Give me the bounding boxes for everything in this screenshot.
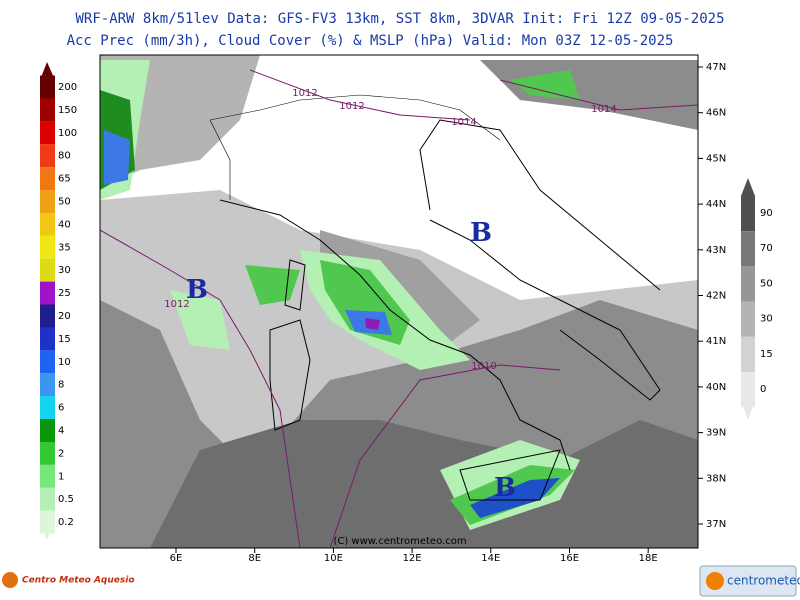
header-line: Acc Prec (mm/3h), Cloud Cover (%) & MSLP… bbox=[67, 33, 674, 49]
colorbar-swatch bbox=[40, 167, 55, 191]
colorbar-label: 50 bbox=[760, 278, 773, 289]
lat-label: 47N bbox=[706, 62, 726, 73]
colorbar-cap bbox=[741, 178, 755, 196]
isobar-label: 1014 bbox=[591, 104, 616, 115]
colorbar-swatch bbox=[40, 441, 55, 465]
lat-label: 40N bbox=[706, 382, 726, 393]
lon-label: 14E bbox=[481, 553, 500, 564]
lat-label: 45N bbox=[706, 153, 726, 164]
colorbar-swatch bbox=[741, 196, 755, 232]
low-pressure-marker: B bbox=[186, 275, 208, 305]
colorbar-label: 35 bbox=[58, 242, 71, 253]
colorbar-label: 30 bbox=[760, 314, 773, 325]
colorbar-swatch bbox=[40, 419, 55, 442]
colorbar-label: 30 bbox=[58, 265, 71, 276]
colorbar-label: 8 bbox=[58, 380, 64, 391]
colorbar-label: 4 bbox=[58, 426, 64, 437]
colorbar-label: 0 bbox=[760, 384, 766, 395]
colorbar-label: 50 bbox=[58, 197, 71, 208]
colorbar-label: 10 bbox=[58, 357, 71, 368]
lat-label: 43N bbox=[706, 245, 726, 256]
isobar-label: 1012 bbox=[292, 88, 317, 99]
isobar-label: 1010 bbox=[471, 361, 496, 372]
isobar-label: 1014 bbox=[451, 117, 476, 128]
colorbar-label: 70 bbox=[760, 243, 773, 254]
colorbar-label: 1 bbox=[58, 471, 64, 482]
colorbar-label: 90 bbox=[760, 208, 773, 219]
colorbar-swatch bbox=[741, 336, 755, 372]
colorbar-label: 2 bbox=[58, 448, 64, 459]
lon-label: 12E bbox=[403, 553, 422, 564]
colorbar-swatch bbox=[741, 266, 755, 302]
lat-label: 46N bbox=[706, 108, 726, 119]
colorbar-swatch bbox=[40, 327, 55, 351]
lon-label: 18E bbox=[639, 553, 658, 564]
map-area bbox=[100, 55, 698, 548]
colorbar-swatch bbox=[40, 510, 55, 534]
colorbar-label: 25 bbox=[58, 288, 71, 299]
colorbar-swatch bbox=[741, 301, 755, 337]
colorbar-label: 20 bbox=[58, 311, 71, 322]
logo-box bbox=[699, 565, 797, 597]
low-pressure-marker: B bbox=[470, 218, 492, 248]
colorbar-swatch bbox=[40, 190, 55, 213]
colorbar-swatch bbox=[40, 464, 55, 488]
low-pressure-marker: B bbox=[494, 473, 516, 503]
lon-label: 6E bbox=[170, 553, 183, 564]
colorbar-label: 0.2 bbox=[58, 517, 74, 528]
lon-label: 8E bbox=[248, 553, 261, 564]
colorbar-swatch bbox=[40, 258, 55, 282]
lat-label: 38N bbox=[706, 473, 726, 484]
colorbar-swatch bbox=[40, 373, 55, 397]
lat-label: 39N bbox=[706, 428, 726, 439]
lat-label: 44N bbox=[706, 199, 726, 210]
lon-label: 16E bbox=[560, 553, 579, 564]
colorbar-swatch bbox=[40, 350, 55, 374]
lat-label: 41N bbox=[706, 336, 726, 347]
colorbar-label: 15 bbox=[58, 334, 71, 345]
map-frame bbox=[99, 54, 699, 549]
colorbar-swatch bbox=[741, 372, 755, 408]
lat-label: 42N bbox=[706, 291, 726, 302]
colorbar-swatch bbox=[40, 212, 55, 236]
colorbar-swatch bbox=[40, 75, 55, 99]
colorbar-label: 200 bbox=[58, 82, 77, 93]
logo-left: Centro Meteo Aquesio bbox=[22, 576, 135, 586]
colorbar-swatch bbox=[40, 281, 55, 305]
colorbar-swatch bbox=[40, 98, 55, 122]
copyright: (C) www.centrometeo.com bbox=[333, 536, 466, 547]
colorbar-swatch bbox=[40, 396, 55, 420]
colorbar-swatch bbox=[40, 121, 55, 145]
colorbar-label: 80 bbox=[58, 151, 71, 162]
colorbar-swatch bbox=[40, 304, 55, 328]
colorbar-label: 6 bbox=[58, 403, 64, 414]
logo-icon bbox=[2, 572, 18, 588]
lat-label: 37N bbox=[706, 519, 726, 530]
logo-icon bbox=[706, 572, 724, 590]
isobar-label: 1012 bbox=[339, 101, 364, 112]
lon-label: 10E bbox=[324, 553, 343, 564]
colorbar-label: 100 bbox=[58, 128, 77, 139]
header-line: WRF-ARW 8km/51lev Data: GFS-FV3 13km, SS… bbox=[75, 11, 724, 27]
colorbar-label: 40 bbox=[58, 219, 71, 230]
colorbar-label: 0.5 bbox=[58, 494, 74, 505]
colorbar-swatch bbox=[40, 235, 55, 259]
colorbar-label: 150 bbox=[58, 105, 77, 116]
logo-right: centrometeo bbox=[727, 574, 800, 588]
colorbar-label: 65 bbox=[58, 174, 71, 185]
colorbar-swatch bbox=[40, 144, 55, 168]
colorbar-swatch bbox=[741, 231, 755, 267]
isobar-label: 1012 bbox=[164, 299, 189, 310]
colorbar-label: 15 bbox=[760, 349, 773, 360]
colorbar-swatch bbox=[40, 487, 55, 511]
